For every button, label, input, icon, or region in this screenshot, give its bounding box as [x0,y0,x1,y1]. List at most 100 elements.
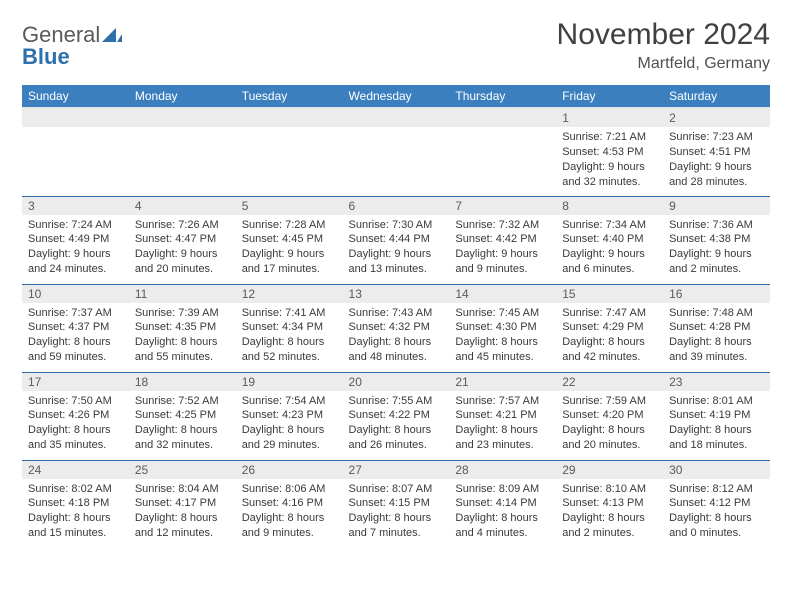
calendar-week: 17Sunrise: 7:50 AMSunset: 4:26 PMDayligh… [22,372,770,460]
day-number-empty [343,109,450,127]
daylight-text: Daylight: 8 hours and 23 minutes. [455,423,550,453]
sunrise-text: Sunrise: 7:45 AM [455,306,550,321]
daylight-text: Daylight: 9 hours and 17 minutes. [242,247,337,277]
sunrise-text: Sunrise: 7:37 AM [28,306,123,321]
day-details: Sunrise: 7:26 AMSunset: 4:47 PMDaylight:… [129,215,236,283]
day-details: Sunrise: 7:24 AMSunset: 4:49 PMDaylight:… [22,215,129,283]
calendar-cell: 25Sunrise: 8:04 AMSunset: 4:17 PMDayligh… [129,460,236,548]
daylight-text: Daylight: 9 hours and 20 minutes. [135,247,230,277]
sunrise-text: Sunrise: 7:41 AM [242,306,337,321]
calendar-cell: 17Sunrise: 7:50 AMSunset: 4:26 PMDayligh… [22,372,129,460]
calendar-cell: 22Sunrise: 7:59 AMSunset: 4:20 PMDayligh… [556,372,663,460]
sunrise-text: Sunrise: 7:39 AM [135,306,230,321]
daylight-text: Daylight: 8 hours and 0 minutes. [669,511,764,541]
sunrise-text: Sunrise: 8:10 AM [562,482,657,497]
calendar-cell: 16Sunrise: 7:48 AMSunset: 4:28 PMDayligh… [663,284,770,372]
day-details: Sunrise: 8:12 AMSunset: 4:12 PMDaylight:… [663,479,770,547]
daylight-text: Daylight: 8 hours and 55 minutes. [135,335,230,365]
calendar-cell: 2Sunrise: 7:23 AMSunset: 4:51 PMDaylight… [663,108,770,196]
daylight-text: Daylight: 8 hours and 59 minutes. [28,335,123,365]
day-details: Sunrise: 7:21 AMSunset: 4:53 PMDaylight:… [556,127,663,195]
sunset-text: Sunset: 4:14 PM [455,496,550,511]
day-number: 17 [22,373,129,391]
sunrise-text: Sunrise: 7:48 AM [669,306,764,321]
daylight-text: Daylight: 8 hours and 48 minutes. [349,335,444,365]
day-number-empty [129,109,236,127]
sunrise-text: Sunrise: 7:26 AM [135,218,230,233]
sunrise-text: Sunrise: 8:04 AM [135,482,230,497]
sunset-text: Sunset: 4:32 PM [349,320,444,335]
daylight-text: Daylight: 8 hours and 26 minutes. [349,423,444,453]
calendar-cell: 28Sunrise: 8:09 AMSunset: 4:14 PMDayligh… [449,460,556,548]
calendar-week: 1Sunrise: 7:21 AMSunset: 4:53 PMDaylight… [22,108,770,196]
sunset-text: Sunset: 4:15 PM [349,496,444,511]
calendar-week: 10Sunrise: 7:37 AMSunset: 4:37 PMDayligh… [22,284,770,372]
sunrise-text: Sunrise: 7:55 AM [349,394,444,409]
sunset-text: Sunset: 4:40 PM [562,232,657,247]
day-header: Saturday [663,85,770,108]
calendar-cell [129,108,236,196]
calendar-cell: 10Sunrise: 7:37 AMSunset: 4:37 PMDayligh… [22,284,129,372]
sunrise-text: Sunrise: 7:57 AM [455,394,550,409]
calendar-body: 1Sunrise: 7:21 AMSunset: 4:53 PMDaylight… [22,108,770,548]
sunrise-text: Sunrise: 8:09 AM [455,482,550,497]
calendar-week: 3Sunrise: 7:24 AMSunset: 4:49 PMDaylight… [22,196,770,284]
sunset-text: Sunset: 4:30 PM [455,320,550,335]
sunrise-text: Sunrise: 7:21 AM [562,130,657,145]
day-number: 30 [663,461,770,479]
day-header: Friday [556,85,663,108]
calendar-cell [236,108,343,196]
daylight-text: Daylight: 8 hours and 42 minutes. [562,335,657,365]
day-number: 28 [449,461,556,479]
day-header: Tuesday [236,85,343,108]
sunrise-text: Sunrise: 7:23 AM [669,130,764,145]
page-title: November 2024 [557,18,770,51]
calendar-cell: 4Sunrise: 7:26 AMSunset: 4:47 PMDaylight… [129,196,236,284]
calendar-cell: 19Sunrise: 7:54 AMSunset: 4:23 PMDayligh… [236,372,343,460]
calendar-cell: 15Sunrise: 7:47 AMSunset: 4:29 PMDayligh… [556,284,663,372]
day-number: 15 [556,285,663,303]
day-number-empty [22,109,129,127]
sunrise-text: Sunrise: 7:52 AM [135,394,230,409]
calendar-cell: 18Sunrise: 7:52 AMSunset: 4:25 PMDayligh… [129,372,236,460]
day-number: 2 [663,109,770,127]
sunrise-text: Sunrise: 8:02 AM [28,482,123,497]
sunset-text: Sunset: 4:51 PM [669,145,764,160]
calendar-week: 24Sunrise: 8:02 AMSunset: 4:18 PMDayligh… [22,460,770,548]
sunset-text: Sunset: 4:13 PM [562,496,657,511]
day-number-empty [449,109,556,127]
calendar-cell: 9Sunrise: 7:36 AMSunset: 4:38 PMDaylight… [663,196,770,284]
calendar-table: SundayMondayTuesdayWednesdayThursdayFrid… [22,85,770,548]
day-details: Sunrise: 7:34 AMSunset: 4:40 PMDaylight:… [556,215,663,283]
daylight-text: Daylight: 8 hours and 2 minutes. [562,511,657,541]
sunrise-text: Sunrise: 8:01 AM [669,394,764,409]
sunrise-text: Sunrise: 8:06 AM [242,482,337,497]
calendar-cell [343,108,450,196]
day-header: Sunday [22,85,129,108]
day-details: Sunrise: 8:02 AMSunset: 4:18 PMDaylight:… [22,479,129,547]
calendar-page: General Blue November 2024 Martfeld, Ger… [0,0,792,566]
calendar-cell: 24Sunrise: 8:02 AMSunset: 4:18 PMDayligh… [22,460,129,548]
logo-sail-icon [102,24,122,46]
daylight-text: Daylight: 8 hours and 39 minutes. [669,335,764,365]
sunset-text: Sunset: 4:20 PM [562,408,657,423]
day-details: Sunrise: 8:01 AMSunset: 4:19 PMDaylight:… [663,391,770,459]
day-number-empty [236,109,343,127]
sunset-text: Sunset: 4:28 PM [669,320,764,335]
day-details: Sunrise: 7:47 AMSunset: 4:29 PMDaylight:… [556,303,663,371]
day-number: 10 [22,285,129,303]
sunset-text: Sunset: 4:18 PM [28,496,123,511]
day-number: 22 [556,373,663,391]
day-number: 26 [236,461,343,479]
daylight-text: Daylight: 8 hours and 45 minutes. [455,335,550,365]
daylight-text: Daylight: 8 hours and 12 minutes. [135,511,230,541]
sunrise-text: Sunrise: 7:47 AM [562,306,657,321]
day-number: 24 [22,461,129,479]
sunset-text: Sunset: 4:45 PM [242,232,337,247]
day-details: Sunrise: 7:50 AMSunset: 4:26 PMDaylight:… [22,391,129,459]
calendar-cell: 11Sunrise: 7:39 AMSunset: 4:35 PMDayligh… [129,284,236,372]
daylight-text: Daylight: 8 hours and 52 minutes. [242,335,337,365]
day-details: Sunrise: 7:43 AMSunset: 4:32 PMDaylight:… [343,303,450,371]
day-details: Sunrise: 8:09 AMSunset: 4:14 PMDaylight:… [449,479,556,547]
day-number: 21 [449,373,556,391]
